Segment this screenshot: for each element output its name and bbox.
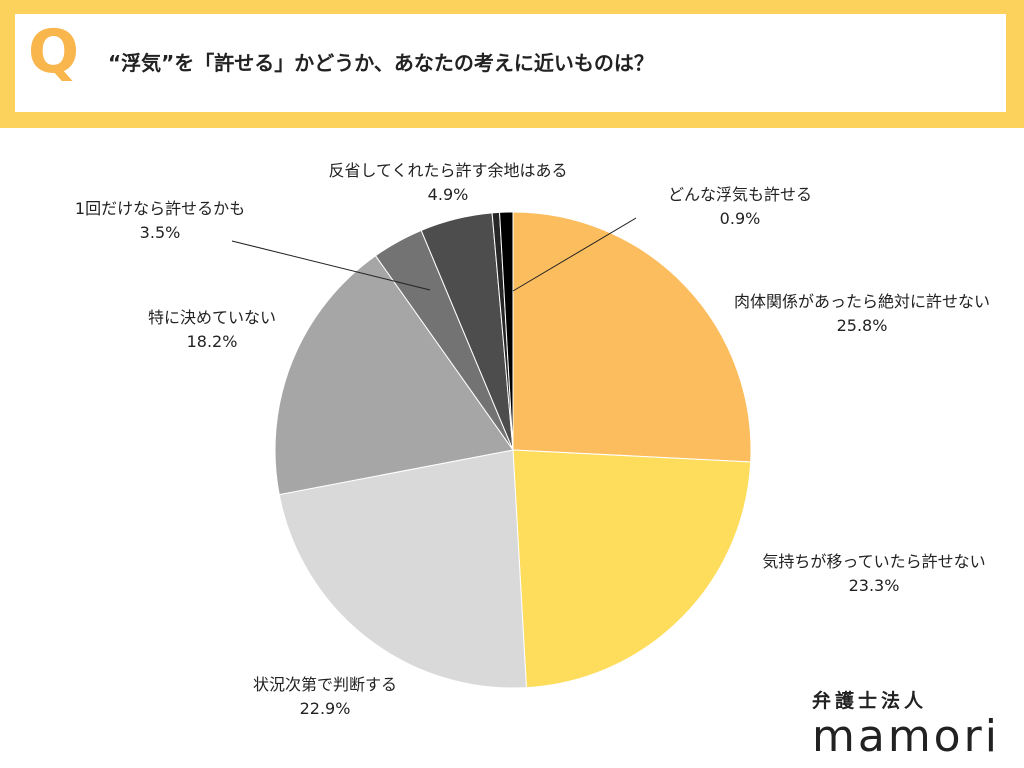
slice-category-label: 気持ちが移っていたら許せない (762, 552, 985, 571)
pie-slice (499, 211, 514, 451)
slice-category-label: 特に決めていない (148, 308, 276, 327)
pie-slice (512, 449, 752, 689)
brand-prefix: 弁護士法人 (812, 690, 928, 712)
brand-name: mamori (812, 711, 1000, 762)
pie-slice (274, 255, 514, 496)
leader-line (512, 217, 637, 292)
question-card (15, 14, 1006, 112)
slice-category-label: 状況次第で判断する (253, 675, 397, 694)
question-banner (0, 0, 1024, 128)
slice-value-label: 0.9% (720, 209, 761, 228)
slice-value-label: 25.8% (837, 316, 888, 335)
slice-value-label: 18.2% (187, 332, 238, 351)
slice-value-label: 22.9% (300, 699, 351, 718)
brand-logo: 弁護士法人 mamori (812, 686, 1002, 759)
question-q-letter: Q (28, 17, 80, 87)
leader-line (231, 240, 431, 291)
slice-value-label: 4.9% (428, 185, 469, 204)
pie-slice (512, 211, 752, 463)
slice-category-label: どんな浮気も許せる (668, 185, 812, 204)
slice-category-label: 反省してくれたら許す余地はある (328, 161, 567, 180)
pie-slice (278, 449, 527, 689)
question-text: “浮気”を「許せる」かどうか、あなたの考えに近いものは？ (108, 51, 654, 75)
slice-category-label: 1回だけなら許せるかも (75, 199, 245, 218)
slice-category-label: 肉体関係があったら絶対に許せない (734, 292, 990, 311)
slice-value-label: 3.5% (140, 223, 181, 242)
slice-value-label: 23.3% (849, 576, 900, 595)
